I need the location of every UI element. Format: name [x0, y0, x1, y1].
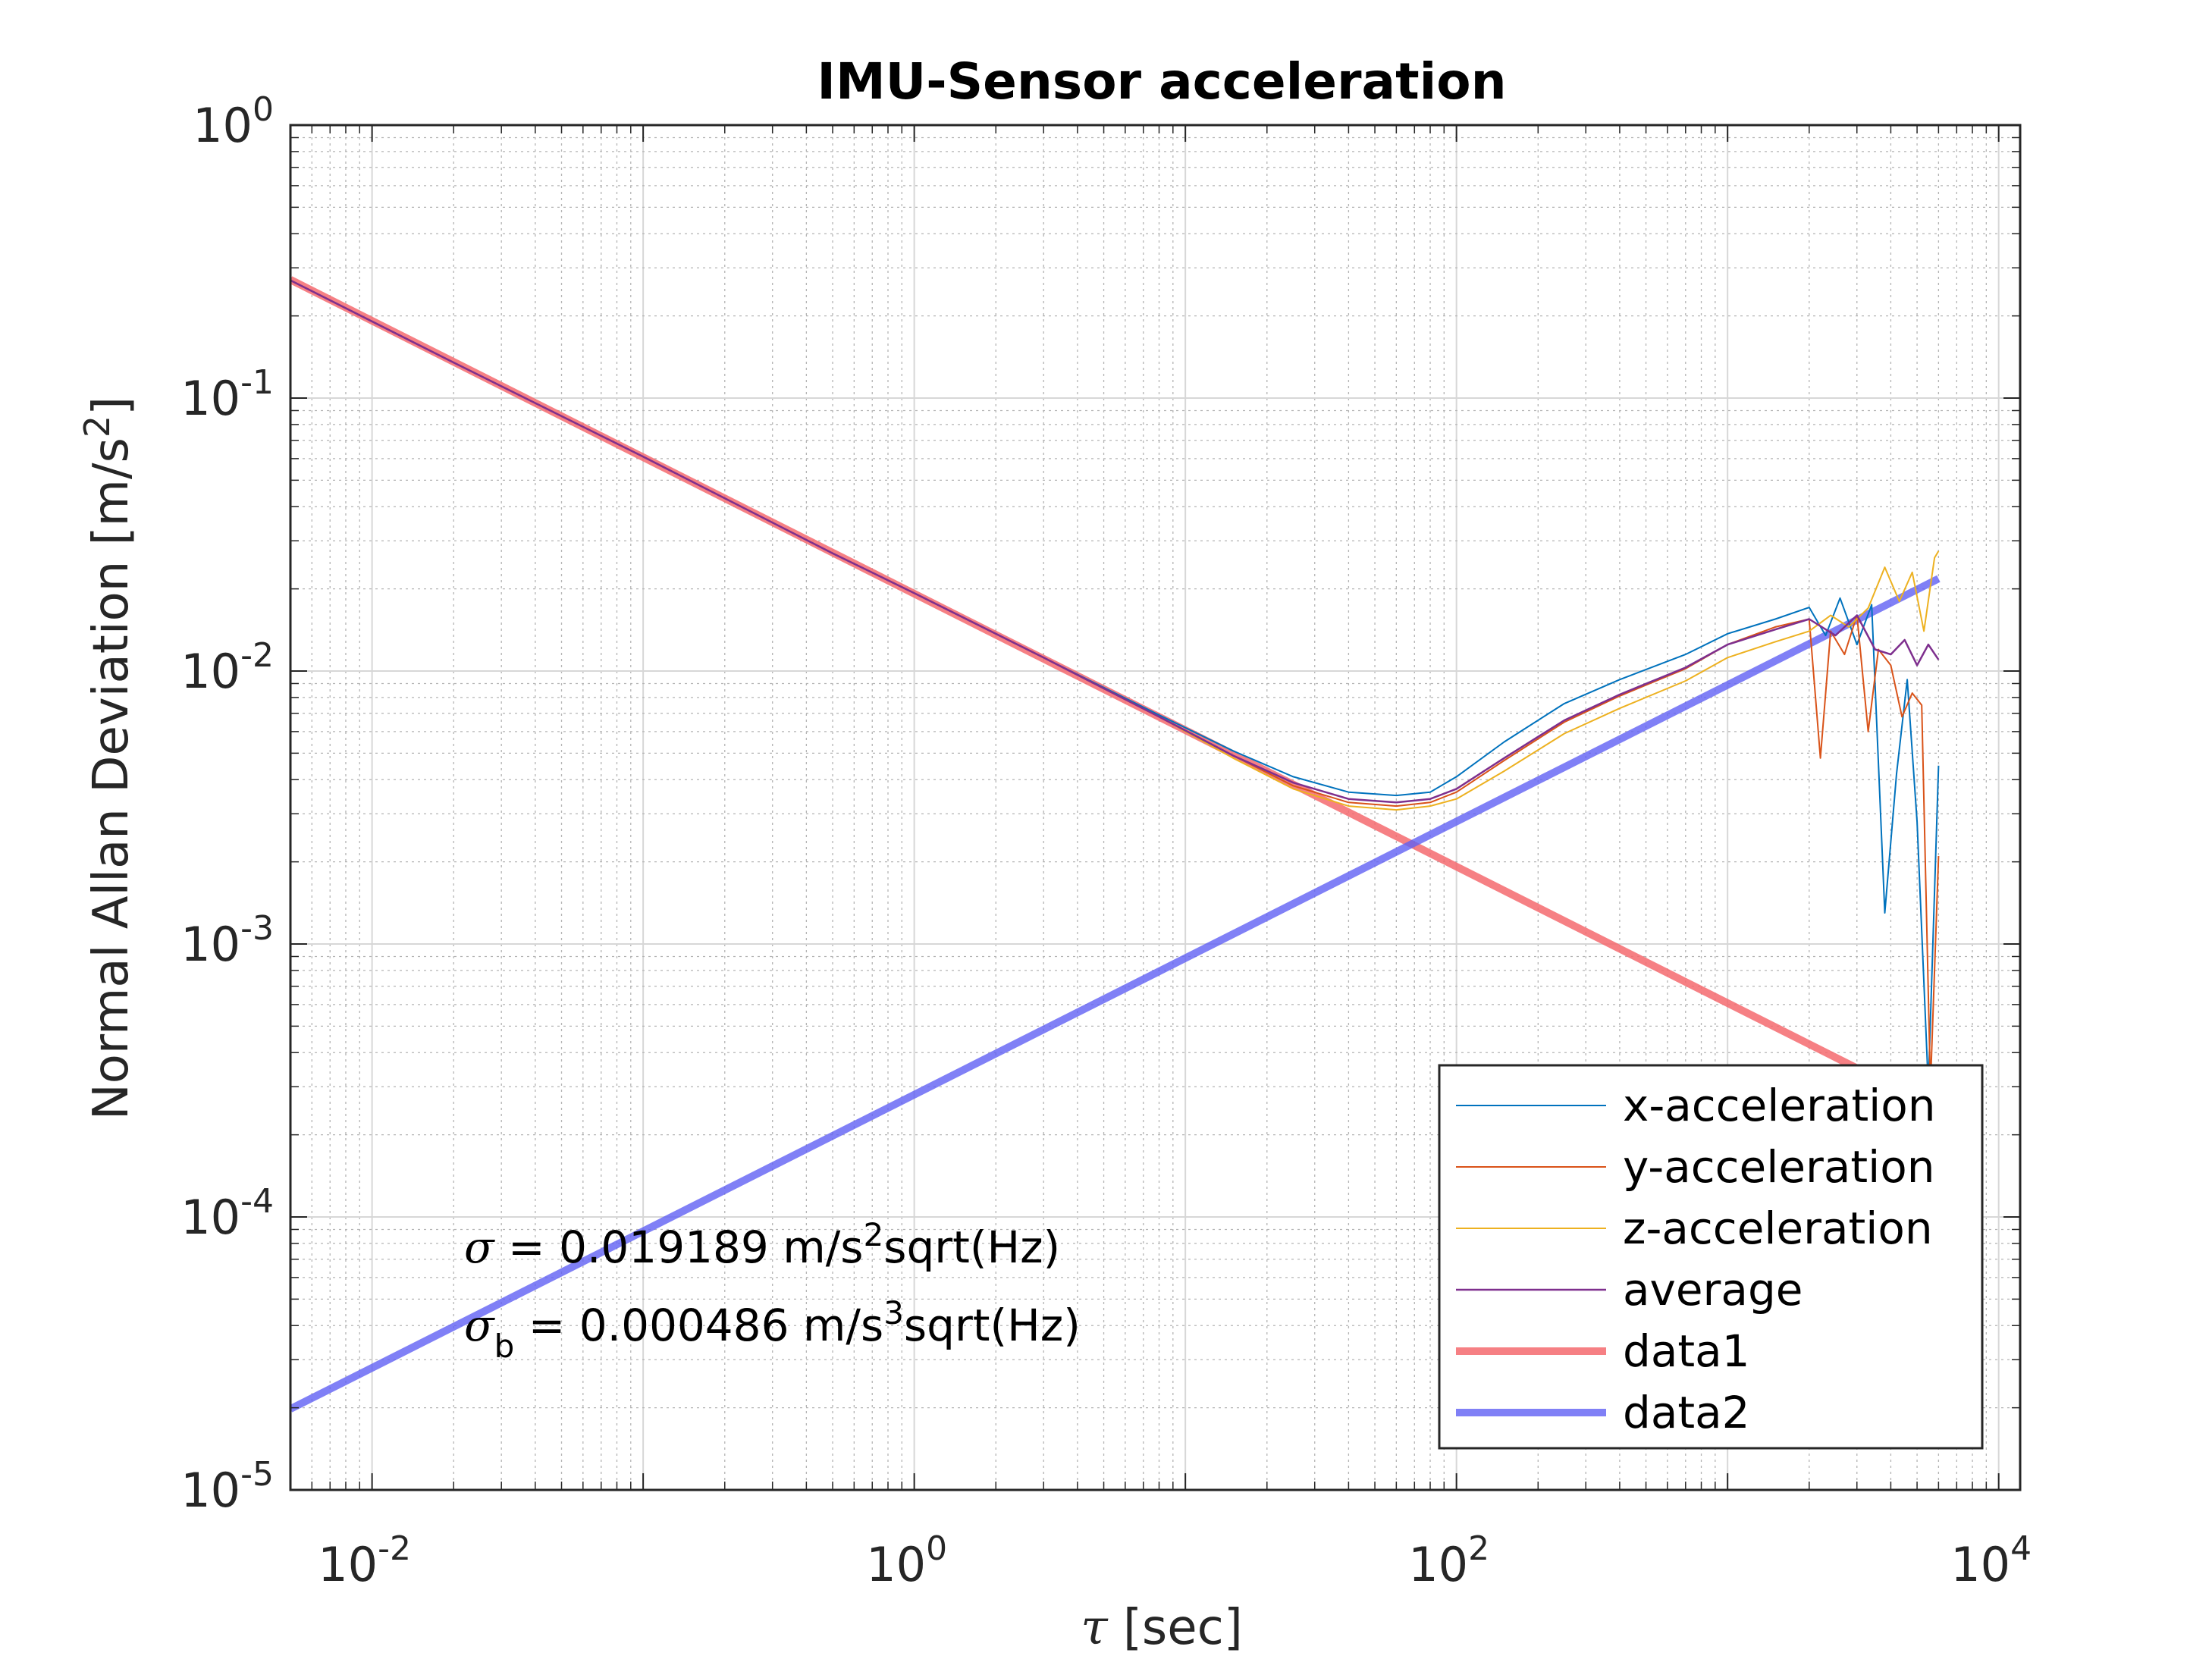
y-tick-label-exponent: 0: [253, 90, 274, 129]
sigma-unit-rest: sqrt(Hz): [883, 1222, 1060, 1273]
y-tick-label-base: 10: [180, 1190, 240, 1245]
series-lines: [290, 276, 1941, 1413]
x-tick-label: 102: [1408, 1529, 1489, 1592]
y-tick-label: 10-3: [180, 909, 274, 972]
y-tick-label-base: 10: [180, 371, 240, 426]
x-axis-label-symbol: τ: [1081, 1600, 1109, 1656]
legend-label-z-acceleration: z-acceleration: [1623, 1203, 1933, 1254]
legend-label-data2: data2: [1623, 1387, 1750, 1438]
y-tick-label-base: 10: [193, 98, 253, 153]
series-line-average: [290, 279, 1940, 804]
x-tick-label-exponent: 2: [1468, 1529, 1489, 1568]
legend-label-data1: data1: [1623, 1325, 1750, 1377]
y-axis-label-sup: 2: [77, 416, 118, 437]
y-tick-label: 10-4: [180, 1182, 274, 1245]
sigma-b-unit-sup: 3: [883, 1294, 904, 1331]
y-axis-label-text: Normal Allan Deviation [m/s: [83, 437, 140, 1120]
sigma-b-text: = 0.000486 m/s: [514, 1300, 883, 1351]
y-tick-label-exponent: -2: [240, 636, 274, 675]
x-tick-label-exponent: -2: [378, 1529, 411, 1568]
x-tick-label-exponent: 0: [926, 1529, 947, 1568]
y-axis-label-close: ]: [83, 397, 140, 416]
y-tick-label-exponent: -3: [240, 909, 274, 948]
legend-label-y-acceleration: y-acceleration: [1623, 1141, 1935, 1193]
chart-title: IMU-Sensor acceleration: [817, 52, 1506, 111]
axis-ticks: [290, 124, 2020, 1491]
series-line-data2: [290, 575, 1941, 1413]
y-tick-label: 10-2: [180, 636, 274, 699]
x-tick-label-base: 10: [1408, 1537, 1468, 1592]
y-tick-label-exponent: -4: [240, 1182, 274, 1221]
sigma-b-annotation: σb = 0.000486 m/s3sqrt(Hz): [464, 1294, 1081, 1365]
sigma-unit-sup: 2: [864, 1216, 884, 1253]
x-tick-label: 10-2: [318, 1529, 411, 1592]
y-tick-label-exponent: -5: [240, 1455, 274, 1494]
axes-frame: [289, 124, 2022, 1491]
y-axis-label: Normal Allan Deviation [m/s2]: [77, 397, 140, 1120]
x-tick-label-base: 10: [318, 1537, 378, 1592]
sigma-b-symbol: σ: [464, 1300, 495, 1351]
sigma-b-unit-rest: sqrt(Hz): [904, 1300, 1081, 1351]
annotations: σ = 0.019189 m/s2sqrt(Hz) σb = 0.000486 …: [464, 1216, 1081, 1365]
sigma-b-sub: b: [494, 1328, 515, 1365]
y-tick-label: 10-1: [180, 363, 274, 426]
y-tick-label: 100: [193, 90, 274, 153]
x-tick-label: 104: [1950, 1529, 2032, 1592]
y-tick-label-base: 10: [180, 644, 240, 699]
legend: x-acceleration y-acceleration z-accelerati…: [1438, 1064, 1984, 1450]
y-tick-label-base: 10: [180, 1463, 240, 1518]
legend-label-average: average: [1623, 1264, 1803, 1316]
sigma-symbol: σ: [464, 1222, 495, 1273]
legend-box: [1438, 1064, 1984, 1450]
x-tick-label-base: 10: [1950, 1537, 2010, 1592]
x-tick-label: 100: [866, 1529, 947, 1592]
x-axis-label-text: [sec]: [1108, 1600, 1243, 1656]
legend-items: x-acceleration y-acceleration z-accelerati…: [1456, 1080, 1936, 1438]
x-axis-label: τ [sec]: [1081, 1600, 1243, 1656]
sigma-text: = 0.019189 m/s: [494, 1222, 864, 1273]
y-tick-label: 10-5: [180, 1455, 274, 1518]
sigma-annotation: σ = 0.019189 m/s2sqrt(Hz): [464, 1216, 1060, 1273]
legend-label-x-acceleration: x-acceleration: [1623, 1080, 1936, 1131]
y-tick-label-exponent: -1: [240, 363, 274, 402]
x-tick-label-base: 10: [866, 1537, 926, 1592]
y-tick-label-base: 10: [180, 917, 240, 972]
x-tick-label-exponent: 4: [2010, 1529, 2032, 1568]
